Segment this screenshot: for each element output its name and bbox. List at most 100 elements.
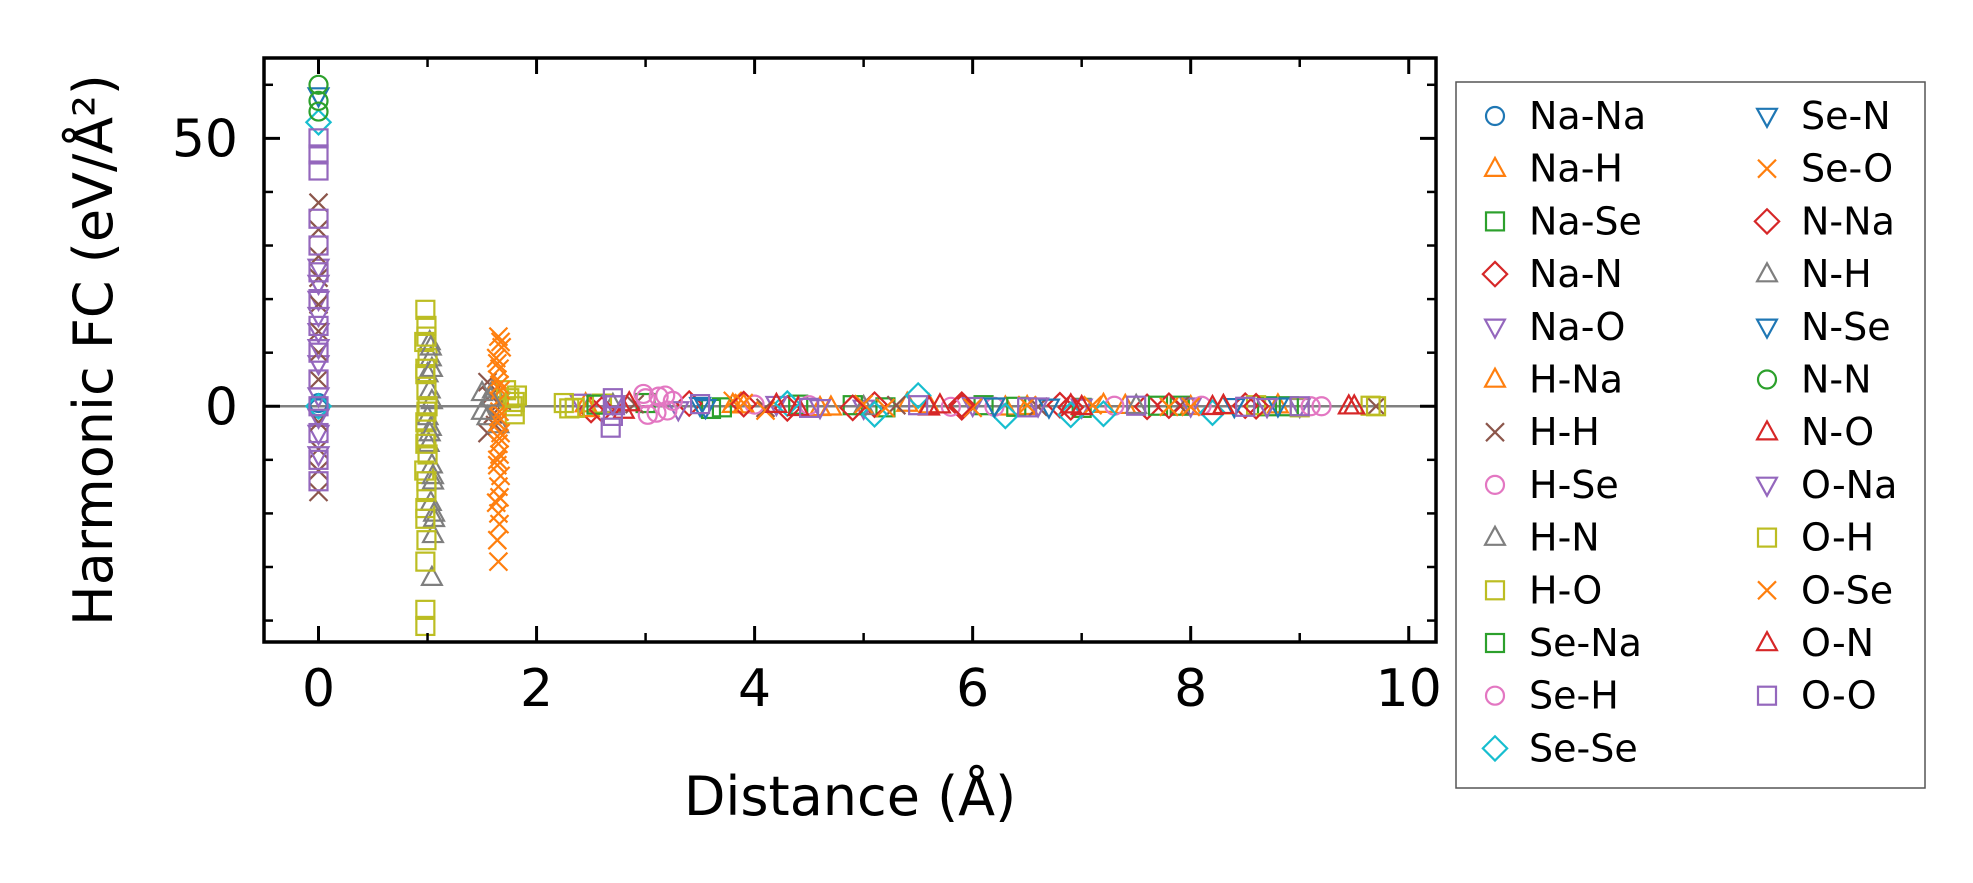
data-point bbox=[1159, 397, 1179, 417]
data-point bbox=[904, 381, 932, 410]
data-point bbox=[417, 444, 438, 465]
legend-marker bbox=[1483, 366, 1507, 388]
data-point bbox=[853, 394, 874, 414]
legend-label: Se-H bbox=[1529, 674, 1619, 718]
data-point bbox=[415, 551, 436, 572]
legend-label: H-O bbox=[1529, 568, 1602, 612]
data-point bbox=[635, 388, 656, 409]
data-point bbox=[416, 326, 437, 347]
legend-box bbox=[1455, 81, 1926, 789]
data-point bbox=[1069, 393, 1094, 416]
legend-item: Se-N bbox=[1755, 94, 1891, 138]
data-point bbox=[491, 337, 512, 358]
legend-marker bbox=[1481, 734, 1509, 763]
legend-item: Na-N bbox=[1481, 252, 1623, 296]
legend-label: O-Se bbox=[1801, 568, 1893, 612]
data-point bbox=[1178, 397, 1203, 419]
data-point bbox=[962, 398, 983, 418]
data-point bbox=[1089, 400, 1118, 428]
legend-item: N-O bbox=[1755, 410, 1874, 454]
data-point bbox=[1300, 396, 1321, 417]
data-point bbox=[982, 397, 1007, 419]
legend-item: O-O bbox=[1756, 674, 1877, 718]
legend-marker bbox=[1483, 318, 1507, 340]
data-point bbox=[308, 90, 329, 111]
data-point bbox=[602, 405, 623, 427]
series-n-n bbox=[308, 74, 329, 122]
data-point bbox=[308, 128, 329, 149]
data-point bbox=[940, 396, 961, 417]
legend-item: Na-O bbox=[1483, 305, 1625, 349]
legend-label: N-O bbox=[1801, 410, 1874, 454]
data-point bbox=[600, 417, 621, 438]
series-n-se bbox=[693, 397, 1247, 421]
legend-label: N-Se bbox=[1801, 305, 1891, 349]
data-point bbox=[786, 394, 810, 417]
y-tick-label: 0 bbox=[205, 377, 238, 437]
data-point bbox=[415, 433, 436, 454]
data-point bbox=[304, 108, 333, 136]
data-point bbox=[1289, 396, 1310, 417]
legend-label: O-N bbox=[1801, 621, 1874, 665]
data-point bbox=[308, 471, 329, 492]
legend-marker bbox=[1484, 685, 1506, 706]
legend-item: N-H bbox=[1755, 252, 1872, 296]
legend-marker bbox=[1484, 105, 1506, 127]
legend-marker bbox=[1755, 107, 1779, 130]
legend-item: Se-H bbox=[1484, 674, 1619, 718]
legend-label: Na-N bbox=[1529, 252, 1623, 296]
data-point bbox=[693, 399, 718, 421]
data-point bbox=[1255, 397, 1279, 420]
data-point bbox=[416, 530, 437, 551]
data-point bbox=[488, 407, 509, 427]
legend-item: Na-H bbox=[1483, 147, 1623, 191]
data-point bbox=[306, 446, 331, 468]
series-se-o bbox=[486, 326, 1201, 572]
data-point bbox=[487, 369, 508, 390]
data-point bbox=[308, 482, 329, 502]
data-point bbox=[1311, 396, 1332, 417]
data-point bbox=[688, 396, 712, 419]
legend-marker bbox=[1755, 476, 1779, 498]
series-se-n bbox=[306, 87, 1290, 420]
legend-item: O-Se bbox=[1757, 568, 1893, 612]
data-point bbox=[487, 353, 508, 374]
data-point bbox=[928, 392, 952, 414]
data-point bbox=[504, 391, 525, 413]
data-point bbox=[470, 398, 494, 420]
legend-item: N-N bbox=[1756, 358, 1872, 402]
data-point bbox=[308, 369, 329, 390]
data-point bbox=[308, 422, 329, 444]
data-point bbox=[308, 396, 329, 417]
data-point bbox=[416, 315, 437, 336]
legend-label: Na-H bbox=[1529, 147, 1623, 191]
legend-marker bbox=[1484, 632, 1506, 654]
legend-label: Se-O bbox=[1801, 147, 1893, 191]
data-point bbox=[948, 393, 976, 422]
legend-label: Na-O bbox=[1529, 305, 1625, 349]
legend-marker bbox=[1755, 629, 1779, 652]
data-point bbox=[487, 455, 508, 475]
y-tick-label: 50 bbox=[172, 109, 238, 169]
data-point bbox=[416, 401, 437, 422]
data-point bbox=[1211, 392, 1236, 415]
legend-marker bbox=[1757, 580, 1777, 601]
x-tick-label: 6 bbox=[956, 659, 989, 719]
legend-marker bbox=[1481, 260, 1509, 288]
data-point bbox=[657, 400, 678, 421]
data-point bbox=[417, 419, 442, 442]
data-point bbox=[308, 321, 329, 342]
data-point bbox=[604, 395, 626, 416]
data-point bbox=[948, 390, 976, 419]
data-point bbox=[559, 398, 580, 419]
data-point bbox=[308, 289, 329, 310]
legend-marker bbox=[1753, 207, 1781, 236]
legend-item: Na-Na bbox=[1484, 94, 1646, 138]
data-point bbox=[306, 339, 331, 361]
data-point bbox=[1342, 393, 1366, 415]
data-point bbox=[1037, 398, 1061, 420]
data-point bbox=[488, 326, 509, 347]
legend-marker bbox=[1755, 261, 1779, 283]
data-point bbox=[1082, 395, 1103, 415]
